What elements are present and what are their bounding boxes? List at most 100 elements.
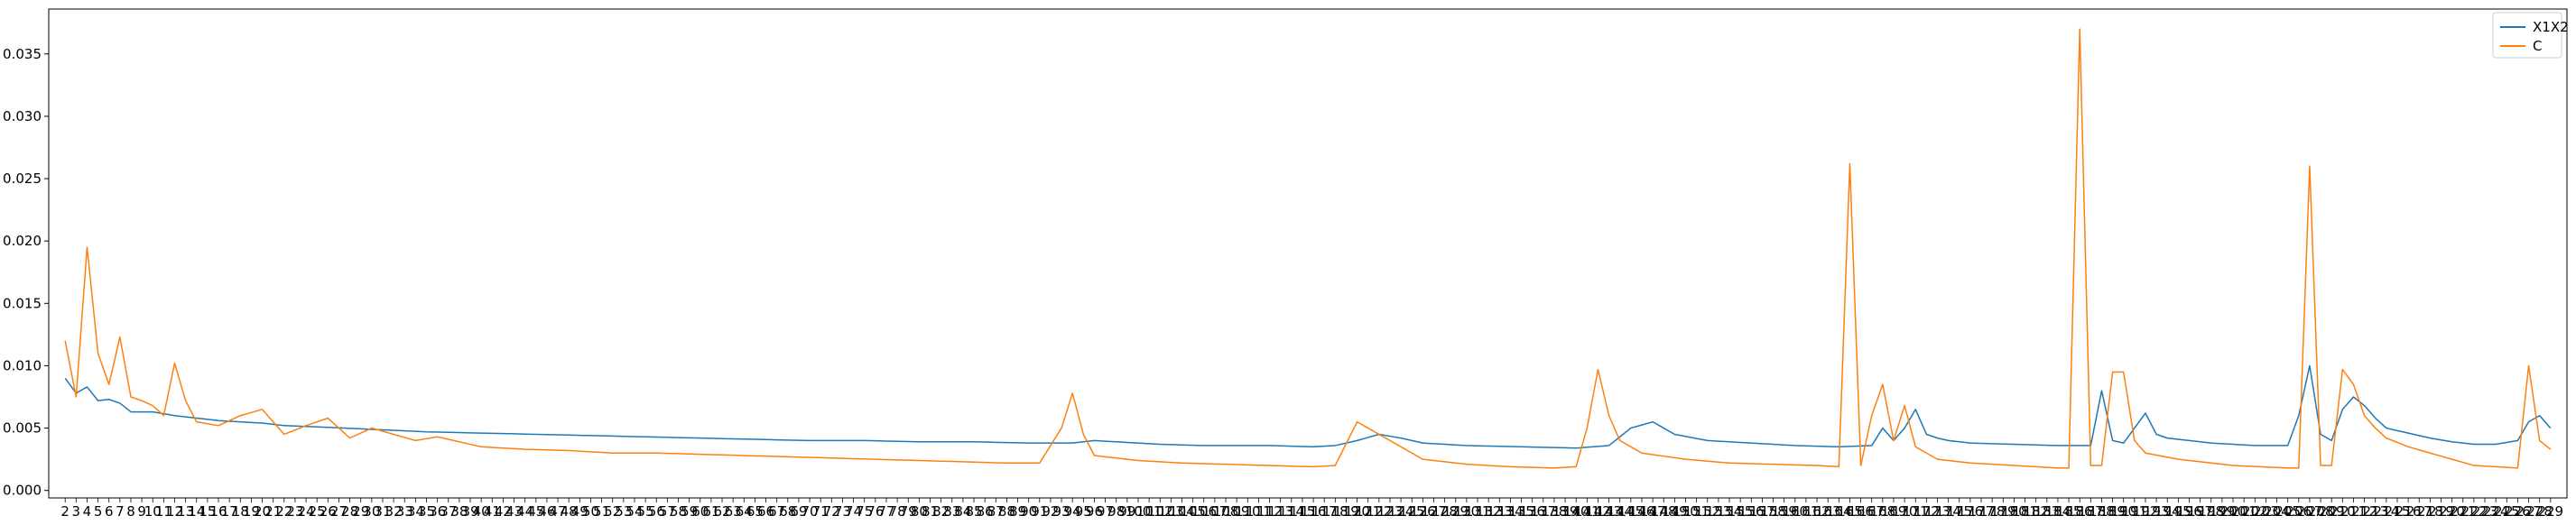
- x-tick-label: 78: [889, 503, 906, 520]
- x-tick-label: 37: [440, 503, 457, 520]
- x-tick-label: 60: [691, 503, 709, 520]
- x-tick-label: 65: [746, 503, 764, 520]
- x-tick-label: 126: [1410, 503, 1436, 520]
- x-tick-label: 132: [1476, 503, 1502, 520]
- legend-label-c: C: [2533, 38, 2542, 54]
- x-tick-label: 73: [834, 503, 851, 520]
- x-tick-label: 62: [713, 503, 730, 520]
- x-tick-label: 9: [137, 503, 146, 520]
- x-tick-label: 192: [2133, 503, 2159, 520]
- x-tick-label: 109: [1224, 503, 1250, 520]
- x-tick-label: 69: [790, 503, 807, 520]
- x-tick-label: 74: [845, 503, 862, 520]
- x-tick-label: 208: [2308, 503, 2334, 520]
- x-tick-label: 180: [2001, 503, 2027, 520]
- x-tick-label: 43: [505, 503, 523, 520]
- y-tick-label: 0.000: [3, 483, 42, 499]
- x-tick-label: 152: [1694, 503, 1720, 520]
- x-tick-label: 45: [527, 503, 544, 520]
- x-tick-label: 63: [725, 503, 742, 520]
- x-tick-label: 107: [1202, 503, 1228, 520]
- x-tick-label: 182: [2023, 503, 2049, 520]
- x-tick-label: 23: [286, 503, 303, 520]
- x-tick-label: 92: [1042, 503, 1059, 520]
- x-tick-label: 176: [1958, 503, 1984, 520]
- x-tick-label: 130: [1454, 503, 1480, 520]
- y-tick-label: 0.010: [3, 357, 42, 373]
- x-tick-label: 222: [2461, 503, 2488, 520]
- x-tick-label: 3: [72, 503, 81, 520]
- x-tick-label: 157: [1749, 503, 1775, 520]
- legend-label-x1x2: X1X2: [2533, 19, 2569, 35]
- x-tick-label: 20: [254, 503, 271, 520]
- x-tick-label: 18: [232, 503, 249, 520]
- x-tick-label: 14: [188, 503, 205, 520]
- x-tick-label: 44: [516, 503, 533, 520]
- x-tick-label: 204: [2264, 503, 2290, 520]
- x-tick-label: 118: [1322, 503, 1348, 520]
- x-tick-label: 101: [1136, 503, 1163, 520]
- x-tick-label: 106: [1191, 503, 1217, 520]
- x-tick-label: 36: [429, 503, 446, 520]
- x-tick-label: 201: [2231, 503, 2257, 520]
- x-tick-label: 185: [2056, 503, 2082, 520]
- legend: X1X2 C: [2492, 12, 2569, 59]
- x-tick-label: 104: [1169, 503, 1195, 520]
- x-tick-label: 95: [1075, 503, 1092, 520]
- x-tick-label: 51: [593, 503, 610, 520]
- x-tick-label: 140: [1563, 503, 1589, 520]
- x-tick-label: 177: [1969, 503, 1995, 520]
- x-tick-label: 158: [1760, 503, 1786, 520]
- x-tick-label: 122: [1367, 503, 1393, 520]
- x-tick-label: 76: [866, 503, 884, 520]
- x-tick-label: 2: [60, 503, 69, 520]
- x-tick-label: 31: [374, 503, 391, 520]
- x-tick-label: 114: [1278, 503, 1304, 520]
- x-tick-label: 79: [900, 503, 917, 520]
- x-tick-label: 229: [2537, 503, 2563, 520]
- x-tick-label: 120: [1344, 503, 1370, 520]
- x-tick-label: 33: [396, 503, 413, 520]
- x-tick-label: 211: [2340, 503, 2367, 520]
- x-tick-label: 6: [105, 503, 114, 520]
- x-tick-label: 131: [1465, 503, 1491, 520]
- x-tick-label: 75: [856, 503, 873, 520]
- x-tick-label: 137: [1530, 503, 1556, 520]
- y-axis: 0.000 0.005 0.010 0.015 0.020 0.025 0.030 0.035: [3, 46, 49, 499]
- x-tick-label: 11: [155, 503, 172, 520]
- x-tick-label: 221: [2450, 503, 2476, 520]
- x-tick-label: 141: [1574, 503, 1600, 520]
- x-tick-label: 55: [637, 503, 654, 520]
- x-tick-label: 144: [1607, 503, 1633, 520]
- x-tick-label: 183: [2034, 503, 2060, 520]
- x-tick-label: 168: [1870, 503, 1896, 520]
- x-tick-label: 178: [1979, 503, 2006, 520]
- x-tick-label: 162: [1804, 503, 1830, 520]
- x-tick-label: 16: [209, 503, 227, 520]
- x-tick-label: 112: [1256, 503, 1283, 520]
- x-tick-label: 52: [604, 503, 621, 520]
- x-tick-label: 7: [116, 503, 125, 520]
- x-tick-label: 5: [94, 503, 103, 520]
- x-tick-label: 220: [2439, 503, 2465, 520]
- x-tick-label: 82: [932, 503, 950, 520]
- x-tick-label: 77: [877, 503, 894, 520]
- x-tick-label: 98: [1107, 503, 1125, 520]
- x-tick-label: 102: [1147, 503, 1173, 520]
- x-tick-label: 129: [1442, 503, 1469, 520]
- x-tick-label: 30: [363, 503, 380, 520]
- x-tick-label: 195: [2165, 503, 2191, 520]
- x-tick-label: 128: [1432, 503, 1458, 520]
- x-tick-label: 217: [2406, 503, 2432, 520]
- x-tick-label: 46: [538, 503, 555, 520]
- x-tick-label: 149: [1662, 503, 1688, 520]
- x-tick-label: 38: [450, 503, 468, 520]
- x-tick-label: 27: [330, 503, 347, 520]
- x-tick-label: 21: [264, 503, 282, 520]
- x-tick-label: 224: [2483, 503, 2509, 520]
- x-tick-label: 108: [1213, 503, 1239, 520]
- x-tick-label: 53: [615, 503, 632, 520]
- x-tick-label: 56: [648, 503, 665, 520]
- x-tick-label: 146: [1629, 503, 1655, 520]
- x-tick-label: 121: [1355, 503, 1381, 520]
